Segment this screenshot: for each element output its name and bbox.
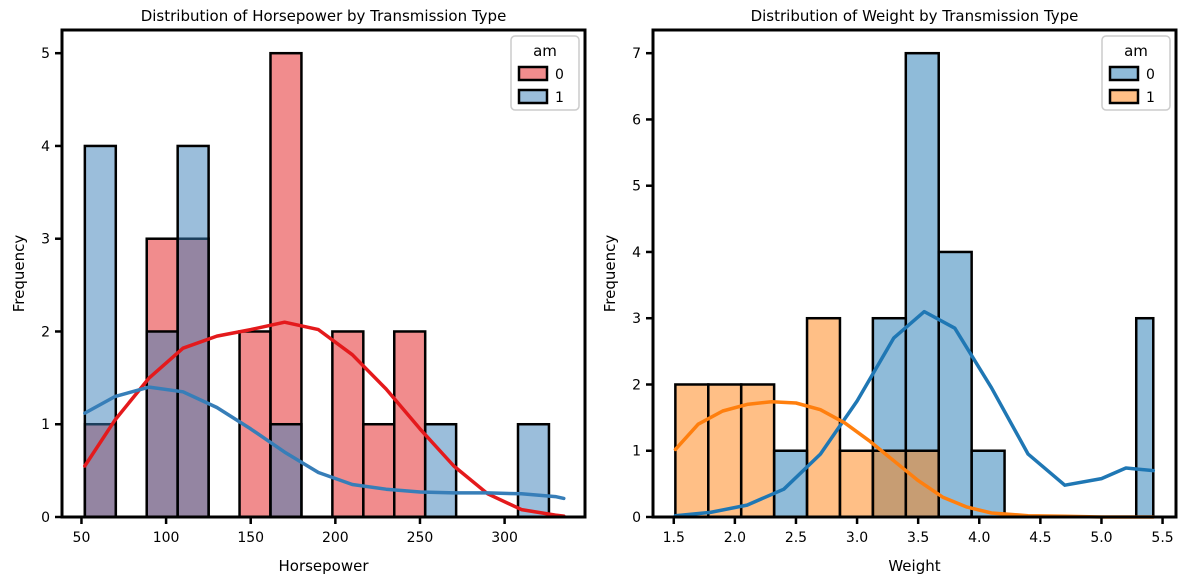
plot-frame (60, 28, 587, 519)
y-tick-label: 6 (632, 112, 641, 128)
x-tick-label: 5.0 (1090, 530, 1112, 546)
y-tick-label: 3 (632, 311, 641, 327)
bar-series-0-bin-9 (970, 449, 1006, 519)
x-tick-label: 2.5 (785, 530, 807, 546)
bar-series-1-bin-0 (674, 383, 710, 519)
bar-series-1-bin-2 (145, 330, 179, 519)
chart-panel-1: 50 100 150 200 250 300 0 1 2 3 4 5 Distribution of H… (10, 7, 587, 575)
x-tick-label: 1.5 (663, 530, 685, 546)
y-tick-label: 4 (632, 245, 641, 261)
bar-series-1-bin-3 (176, 144, 210, 519)
x-tick-label: 300 (491, 530, 518, 546)
y-tick-label: 7 (632, 46, 641, 62)
bar-series-0-bin-14 (1134, 316, 1155, 519)
y-tick-label: 3 (41, 232, 50, 248)
y-tick-label: 1 (632, 444, 641, 460)
x-axis-label: Horsepower (278, 557, 369, 575)
legend-swatch-1 (1108, 88, 1140, 105)
bar-series-0-bin-8 (937, 250, 973, 519)
y-tick-label: 0 (41, 510, 50, 526)
chart-title: Distribution of Horsepower by Transmissi… (141, 7, 507, 25)
x-tick-label: 4.5 (1029, 530, 1051, 546)
y-tick-label: 0 (632, 510, 641, 526)
y-tick-label: 4 (41, 139, 50, 155)
bar-series-1-bin-5 (838, 449, 875, 519)
legend-label-1: 1 (555, 90, 564, 106)
legend: am 0 1 (510, 35, 580, 111)
legend-label-0: 0 (555, 67, 564, 83)
x-tick-label: 200 (322, 530, 349, 546)
legend-swatch-0 (1108, 65, 1140, 82)
legend-swatch-1 (517, 88, 549, 105)
chart-panel-2: 1.5 2.0 2.5 3.0 3.5 4.0 4.5 5.0 5.5 0 1 2 3 4 5 6 7 Distr… (601, 7, 1178, 575)
legend-swatch-0 (517, 65, 549, 82)
bar-series-1-bin-1 (707, 383, 743, 519)
series-0-bars (83, 51, 427, 519)
x-tick-label: 2.0 (724, 530, 746, 546)
x-tick-label: 150 (237, 530, 264, 546)
y-tick-label: 1 (41, 417, 50, 433)
y-tick-label: 2 (632, 377, 641, 393)
x-tick-label: 3.0 (846, 530, 868, 546)
x-tick-label: 5.5 (1151, 530, 1173, 546)
kde-line-0 (83, 320, 566, 518)
bar-series-0-bin-7 (904, 51, 940, 519)
kde-line-1 (83, 385, 566, 501)
legend-label-0: 0 (1146, 67, 1155, 83)
bar-series-1-bin-6 (871, 449, 908, 519)
x-tick-label: 50 (73, 530, 91, 546)
x-axis-label: Weight (888, 557, 940, 575)
y-tick-label: 2 (41, 324, 50, 340)
bar-series-1-bin-6 (269, 422, 303, 519)
x-tick-label: 250 (407, 530, 434, 546)
y-axis-label: Frequency (10, 235, 28, 313)
x-tick-label: 4.0 (968, 530, 990, 546)
y-axis-label: Frequency (601, 235, 619, 313)
series-1-bars (83, 144, 551, 519)
y-tick-label: 5 (41, 46, 50, 62)
x-tick-label: 3.5 (907, 530, 929, 546)
legend: am 0 1 (1101, 35, 1171, 111)
x-tick-label: 100 (153, 530, 180, 546)
kde-line-0 (673, 309, 1156, 518)
legend-title: am (1124, 42, 1148, 60)
chart-title: Distribution of Weight by Transmission T… (751, 7, 1079, 25)
bar-series-1-bin-14 (516, 422, 551, 519)
y-tick-label: 5 (632, 179, 641, 195)
legend-title: am (533, 42, 557, 60)
bar-series-0-bin-9 (362, 422, 396, 519)
legend-label-1: 1 (1146, 90, 1155, 106)
plot-frame (651, 28, 1178, 519)
